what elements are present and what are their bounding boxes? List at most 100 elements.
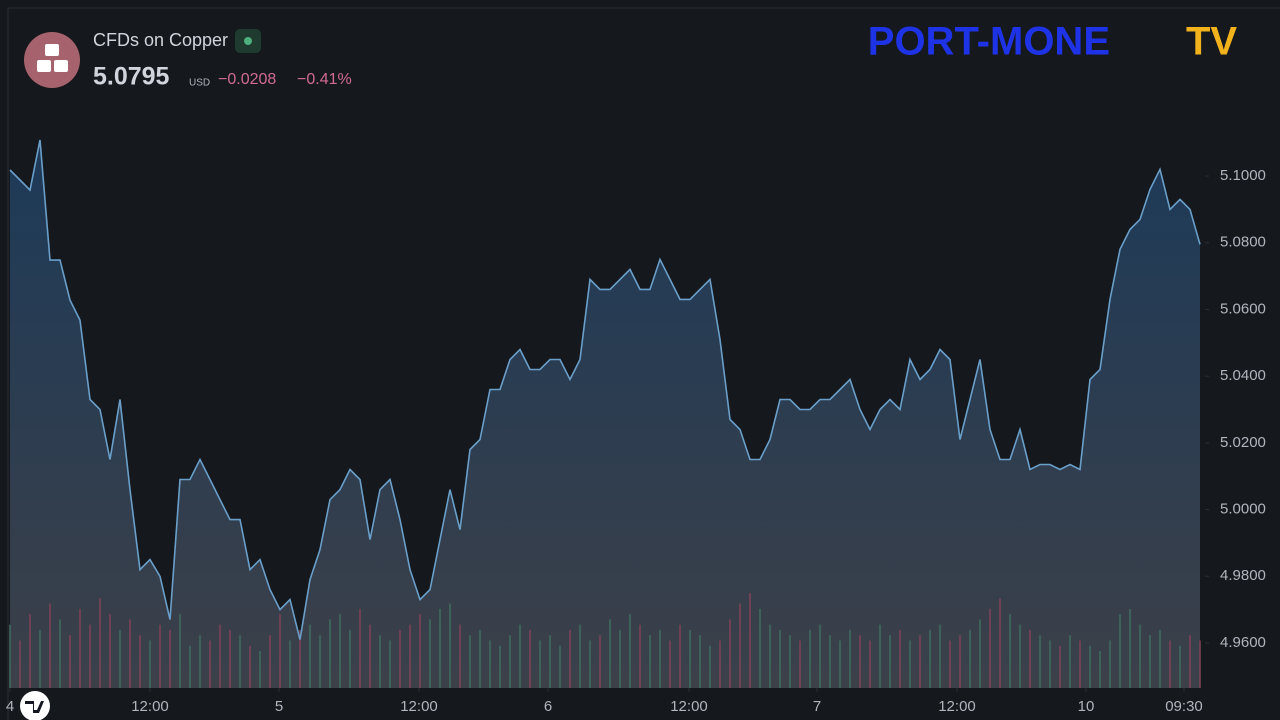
volume-bar [909, 640, 911, 688]
volume-bar [679, 624, 681, 688]
volume-bar [99, 598, 101, 688]
change: −0.0208 [218, 71, 276, 88]
volume-bar [239, 635, 241, 688]
x-tick-label: 12:00 [131, 698, 169, 715]
volume-bar [379, 635, 381, 688]
volume-bar [209, 640, 211, 688]
volume-bar [1189, 635, 1191, 688]
volume-bar [1119, 614, 1121, 688]
y-tick-label: 5.0200 [1220, 434, 1266, 451]
volume-bar [389, 640, 391, 688]
volume-bar [1199, 640, 1201, 688]
volume-bar [539, 640, 541, 688]
volume-bar [309, 624, 311, 688]
volume-bar [919, 635, 921, 688]
volume-bar [599, 635, 601, 688]
y-tick-label: 5.1000 [1220, 167, 1266, 184]
y-tick-label: 4.9800 [1220, 567, 1266, 584]
volume-bar [369, 624, 371, 688]
volume-bar [689, 629, 691, 688]
tradingview-logo [20, 691, 50, 720]
x-tick-label: 09:30 [1165, 698, 1203, 715]
volume-bar [409, 624, 411, 688]
volume-bar [1019, 624, 1021, 688]
volume-bar [789, 635, 791, 688]
volume-bar [259, 651, 261, 688]
x-tick-label: 7 [813, 698, 821, 715]
volume-bar [889, 635, 891, 688]
x-tick-label: 4 [6, 698, 14, 715]
volume-bar [769, 624, 771, 688]
volume-bar [559, 645, 561, 688]
status-dot [244, 37, 252, 45]
volume-bar [69, 635, 71, 688]
volume-bar [809, 629, 811, 688]
x-tick-label: 12:00 [670, 698, 708, 715]
y-tick-label: 5.0400 [1220, 367, 1266, 384]
symbol-icon [24, 32, 80, 88]
volume-bar [549, 635, 551, 688]
volume-bar [159, 624, 161, 688]
volume-bar [469, 635, 471, 688]
volume-bar [1159, 629, 1161, 688]
volume-bar [1179, 645, 1181, 688]
volume-bar [999, 598, 1001, 688]
x-tick-label: 6 [544, 698, 552, 715]
volume-bar [459, 624, 461, 688]
x-tick-label: 12:00 [938, 698, 976, 715]
volume-bar [619, 629, 621, 688]
volume-bar [899, 629, 901, 688]
y-tick-label: 5.0800 [1220, 234, 1266, 251]
volume-bar [879, 624, 881, 688]
volume-bar [1049, 640, 1051, 688]
change-percent: −0.41% [297, 71, 352, 88]
volume-bar [399, 629, 401, 688]
volume-bar [29, 614, 31, 688]
tradingview-logo-glyph [25, 701, 44, 713]
volume-bar [109, 614, 111, 688]
volume-bar [859, 635, 861, 688]
volume-bar [699, 635, 701, 688]
volume-bar [759, 608, 761, 688]
volume-bar [869, 640, 871, 688]
volume-bar [819, 624, 821, 688]
volume-bar [289, 640, 291, 688]
volume-bar [609, 619, 611, 688]
volume-bar [989, 608, 991, 688]
volume-bar [739, 603, 741, 688]
volume-bar [649, 635, 651, 688]
volume-bar [839, 640, 841, 688]
volume-bar [179, 614, 181, 688]
volume-bar [79, 608, 81, 688]
volume-bar [119, 629, 121, 688]
volume-bar [249, 645, 251, 688]
volume-bar [439, 608, 441, 688]
x-tick-label: 12:00 [400, 698, 438, 715]
volume-bar [189, 645, 191, 688]
volume-bar [1059, 645, 1061, 688]
volume-bar [19, 640, 21, 688]
volume-bar [569, 629, 571, 688]
volume-bar [639, 624, 641, 688]
x-tick-label: 10 [1078, 698, 1095, 715]
volume-bar [329, 619, 331, 688]
volume-bar [489, 640, 491, 688]
volume-bar [1039, 635, 1041, 688]
volume-bar [349, 629, 351, 688]
volume-bar [719, 640, 721, 688]
volume-bar [219, 624, 221, 688]
y-tick-label: 4.9600 [1220, 634, 1266, 651]
volume-bar [229, 629, 231, 688]
volume-bar [449, 603, 451, 688]
volume-bar [269, 635, 271, 688]
volume-bar [1099, 651, 1101, 688]
volume-bar [139, 635, 141, 688]
y-tick-label: 5.0000 [1220, 501, 1266, 518]
brand-name: PORT-MONE [868, 20, 1110, 64]
volume-bar [959, 635, 961, 688]
volume-bar [39, 629, 41, 688]
area-fill [10, 140, 1200, 688]
volume-bar [779, 629, 781, 688]
volume-bar [479, 629, 481, 688]
